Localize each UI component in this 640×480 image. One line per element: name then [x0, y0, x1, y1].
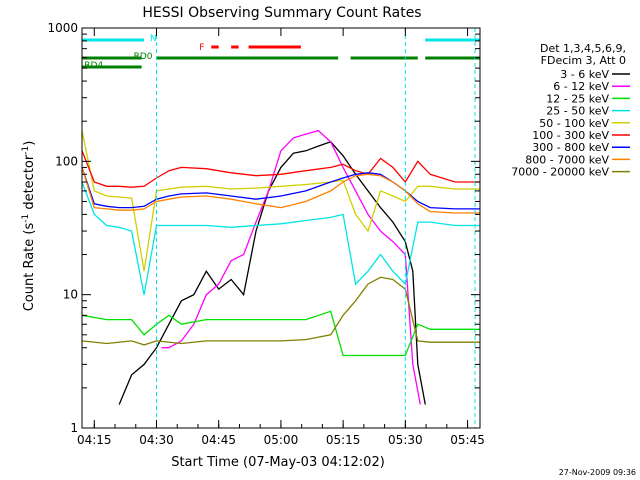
legend-header-1: FDecim 3, Att 0 — [541, 54, 626, 67]
x-tick-label-1: 04:30 — [139, 433, 174, 447]
series-line-8 — [81, 276, 480, 346]
y-tick-label-0: 1 — [70, 421, 78, 435]
series-line-3 — [81, 181, 480, 295]
flag-label-0: N — [150, 34, 157, 44]
x-tick-label-2: 04:45 — [201, 433, 236, 447]
x-tick-label-4: 05:15 — [326, 433, 361, 447]
flag-label-1: F — [199, 43, 204, 53]
legend-label-2: 12 - 25 keV — [546, 92, 609, 105]
legend-label-1: 6 - 12 keV — [553, 80, 609, 93]
chart-title: HESSI Observing Summary Count Rates — [142, 5, 421, 21]
y-tick-label-2: 100 — [55, 154, 78, 168]
flag-label-2: RD0 — [134, 52, 153, 62]
legend-label-3: 25 - 50 keV — [546, 105, 609, 118]
series-line-2 — [81, 310, 480, 357]
legend: Det 1,3,4,5,6,9,FDecim 3, Att 03 - 6 keV… — [511, 42, 630, 179]
series-line-1 — [161, 129, 421, 405]
x-tick-label-6: 05:45 — [450, 433, 485, 447]
x-tick-label-3: 05:00 — [264, 433, 299, 447]
legend-label-6: 300 - 800 keV — [532, 141, 609, 154]
flag-label-3: RD4 — [84, 61, 103, 71]
flag-bars: N F RD0 RD4 — [82, 34, 480, 71]
series-line-6 — [81, 167, 480, 210]
legend-label-7: 800 - 7000 keV — [525, 153, 609, 166]
y-axis-label-part: detector — [22, 154, 37, 214]
series-lines — [81, 129, 480, 405]
legend-header-0: Det 1,3,4,5,6,9, — [540, 42, 626, 55]
legend-label-8: 7000 - 20000 keV — [511, 166, 609, 179]
plot-frame — [81, 27, 481, 429]
y-axis-label-sup: -1 — [21, 146, 31, 155]
x-tick-label-0: 04:15 — [77, 433, 112, 447]
x-axis-ticks: 04:15 04:30 04:45 05:00 05:15 05:30 05:45 — [77, 28, 485, 447]
timestamp-footer: 27-Nov-2009 09:36 — [559, 468, 636, 477]
y-tick-label-1: 10 — [63, 288, 78, 302]
legend-label-4: 50 - 100 keV — [539, 117, 609, 130]
series-line-5 — [81, 150, 480, 188]
series-line-0 — [118, 141, 426, 405]
x-tick-label-5: 05:30 — [388, 433, 423, 447]
legend-label-0: 3 - 6 keV — [560, 68, 609, 81]
y-axis-label-part: ) — [22, 141, 37, 146]
y-axis-label-sup: -1 — [21, 214, 31, 223]
series-line-4 — [81, 130, 480, 272]
x-axis-label: Start Time (07-May-03 04:12:02) — [171, 455, 385, 470]
y-axis-ticks: 1 10 100 1000 — [47, 21, 480, 435]
y-axis-label-part: Count Rate (s — [22, 223, 37, 312]
y-axis-label: Count Rate (s-1 detector-1) — [21, 141, 37, 312]
y-tick-label-3: 1000 — [47, 21, 78, 35]
legend-label-5: 100 - 300 keV — [532, 129, 609, 142]
